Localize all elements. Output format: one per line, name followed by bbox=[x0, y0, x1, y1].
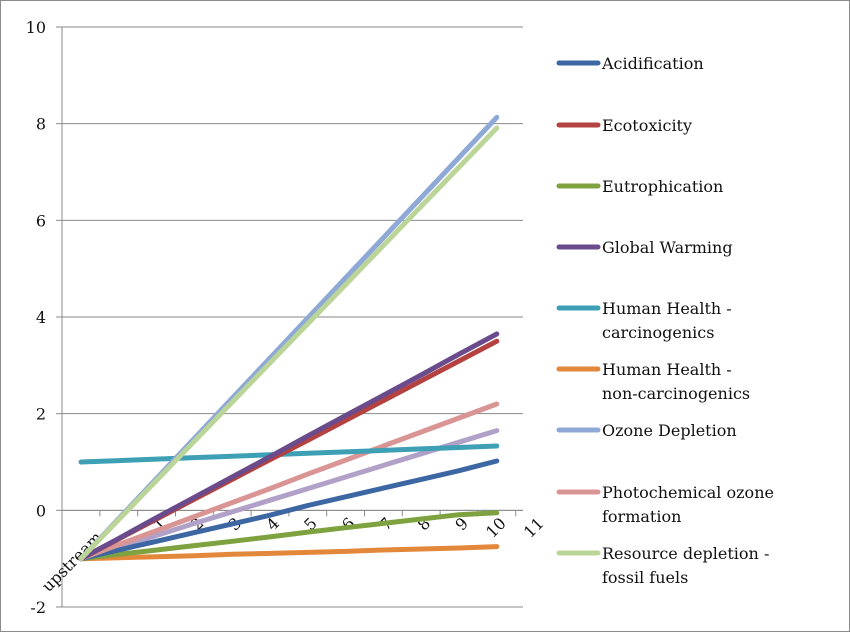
series-line bbox=[78, 458, 500, 562]
series-line bbox=[78, 510, 500, 562]
legend-label: Human Health -carcinogenics bbox=[602, 299, 732, 342]
series-line bbox=[78, 544, 500, 562]
y-tick-label: 8 bbox=[36, 115, 46, 134]
legend-label: Ozone Depletion bbox=[602, 421, 737, 440]
y-tick-label: 6 bbox=[36, 211, 46, 230]
legend-label: Acidification bbox=[601, 54, 704, 73]
legend-label: Ecotoxicity bbox=[602, 116, 692, 135]
series-line bbox=[78, 443, 500, 465]
x-tick-label: upstream bbox=[38, 528, 106, 596]
legend-label: Resource depletion -fossil fuels bbox=[602, 544, 769, 587]
series-line bbox=[78, 401, 500, 562]
legend-label: Photochemical ozone formation bbox=[602, 483, 774, 526]
x-tick-label: 10 bbox=[482, 514, 510, 542]
legend-label: Eutrophication bbox=[602, 177, 723, 196]
x-tick-label: 11 bbox=[520, 514, 548, 542]
y-tick-label: 4 bbox=[36, 308, 46, 327]
y-tick-label: -2 bbox=[30, 598, 46, 617]
series-line bbox=[78, 125, 500, 562]
legend-label: Global Warming bbox=[602, 238, 733, 257]
legend: Acidification Ecotoxicity Eutrophication Gl… bbox=[556, 54, 774, 587]
series-line bbox=[78, 428, 500, 562]
y-tick-label: 0 bbox=[36, 501, 46, 520]
y-tick-label: 10 bbox=[26, 18, 46, 37]
x-tick-label: 6 bbox=[338, 514, 359, 535]
series-layer bbox=[78, 114, 500, 562]
y-tick-label: 2 bbox=[36, 405, 46, 424]
series-line bbox=[78, 331, 500, 562]
legend-label: Human Health -non-carcinogenics bbox=[602, 360, 750, 403]
